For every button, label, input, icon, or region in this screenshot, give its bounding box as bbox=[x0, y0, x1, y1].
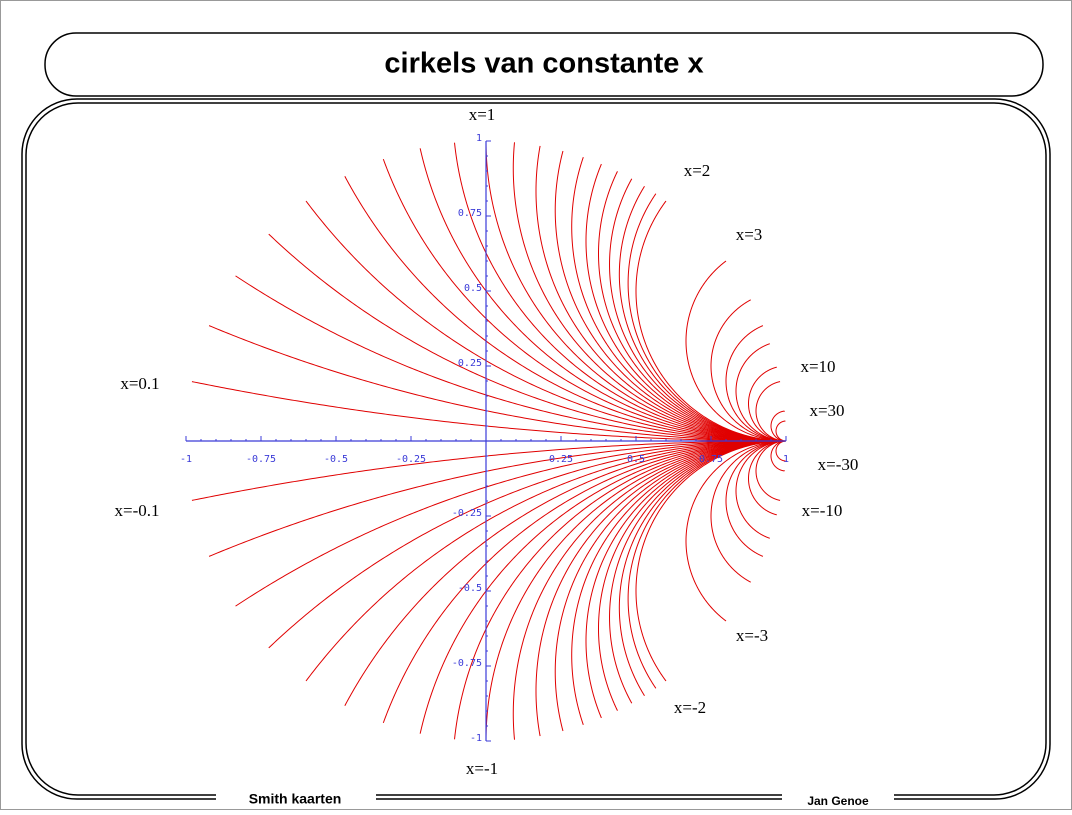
x-arc bbox=[710, 299, 787, 442]
x-arc bbox=[627, 193, 787, 442]
x-arc bbox=[305, 200, 787, 442]
x-arc bbox=[725, 325, 787, 442]
x-tick-label: 0.75 bbox=[699, 454, 723, 465]
x-arc bbox=[382, 440, 787, 724]
x-arc bbox=[627, 440, 787, 689]
x-arc bbox=[747, 366, 787, 442]
x-arc bbox=[618, 186, 787, 442]
footer-left: Smith kaarten bbox=[249, 791, 342, 807]
x-arc bbox=[585, 440, 787, 719]
x-tick-label: -1 bbox=[180, 454, 192, 465]
y-tick-label: 0.75 bbox=[458, 208, 482, 219]
arc-label: x=-30 bbox=[818, 455, 859, 474]
arc-label: x=10 bbox=[800, 357, 835, 376]
footer-right: Jan Genoe bbox=[807, 794, 869, 808]
x-arc bbox=[609, 440, 787, 704]
frame-outer bbox=[21, 98, 1051, 800]
x-arc bbox=[419, 148, 787, 442]
x-tick-label: 1 bbox=[783, 454, 789, 465]
x-arc bbox=[685, 260, 787, 442]
x-arc bbox=[735, 343, 787, 442]
arc-label: x=0.1 bbox=[120, 374, 159, 393]
slide-title: cirkels van constante x bbox=[384, 48, 703, 80]
y-tick-label: 1 bbox=[476, 133, 482, 144]
footer-bg bbox=[216, 790, 376, 808]
x-arc bbox=[775, 440, 787, 462]
arc-label: x=30 bbox=[809, 401, 844, 420]
x-tick-label: 0.25 bbox=[549, 454, 573, 465]
x-arc bbox=[268, 233, 787, 442]
arc-label: x=-1 bbox=[466, 759, 498, 778]
arc-label: x=-10 bbox=[802, 501, 843, 520]
arc-label: x=-2 bbox=[674, 698, 706, 717]
x-arc bbox=[775, 420, 787, 442]
x-arc bbox=[554, 440, 787, 732]
x-arc bbox=[535, 145, 787, 442]
x-arc bbox=[755, 440, 787, 501]
y-tick-label: 0.25 bbox=[458, 358, 482, 369]
x-tick-label: -0.75 bbox=[246, 454, 276, 465]
x-arc bbox=[512, 440, 787, 740]
x-arc bbox=[685, 440, 787, 622]
x-arc bbox=[770, 440, 787, 472]
x-arc bbox=[535, 440, 787, 737]
x-arc bbox=[512, 142, 787, 442]
x-arc bbox=[485, 440, 787, 741]
x-tick-label: 0.5 bbox=[627, 454, 645, 465]
footer-bg bbox=[782, 790, 894, 808]
x-arc bbox=[208, 440, 786, 557]
x-arc bbox=[268, 440, 787, 649]
x-arc bbox=[305, 440, 787, 682]
x-arc bbox=[235, 440, 786, 607]
title-box bbox=[44, 32, 1044, 97]
x-arc bbox=[485, 141, 787, 442]
arc-label: x=3 bbox=[736, 225, 763, 244]
x-arc bbox=[382, 158, 787, 442]
y-tick-label: 0.5 bbox=[464, 283, 482, 294]
x-arc bbox=[618, 440, 787, 696]
x-arc bbox=[597, 171, 787, 442]
x-arc bbox=[597, 440, 787, 711]
x-arc bbox=[571, 157, 787, 442]
arc-label: x=-0.1 bbox=[115, 501, 160, 520]
frame-inner bbox=[25, 102, 1047, 796]
x-arc bbox=[235, 275, 786, 442]
x-arc bbox=[755, 381, 787, 442]
x-arc bbox=[585, 163, 787, 442]
x-arc bbox=[419, 440, 787, 734]
x-arc bbox=[454, 142, 787, 442]
x-arc bbox=[725, 440, 787, 557]
x-arc bbox=[770, 410, 787, 442]
x-arc bbox=[344, 176, 787, 442]
y-tick-label: -0.25 bbox=[452, 508, 482, 519]
x-arc bbox=[609, 178, 787, 442]
x-arc bbox=[454, 440, 787, 740]
x-arc bbox=[710, 440, 787, 583]
arc-label: x=2 bbox=[684, 161, 711, 180]
x-arc bbox=[735, 440, 787, 539]
x-arc bbox=[208, 325, 786, 442]
y-tick-label: -0.5 bbox=[458, 583, 482, 594]
y-tick-label: -1 bbox=[470, 733, 482, 744]
x-arc bbox=[747, 440, 787, 516]
x-arc bbox=[635, 200, 787, 442]
plot: -1 -0.75 -0.5 -0.25 0.25 0.5 0.75 1 -1 -0.75 -0.5 -… bbox=[115, 105, 859, 778]
x-arc bbox=[571, 440, 787, 725]
x-tick-label: -0.5 bbox=[324, 454, 348, 465]
x-arc bbox=[554, 150, 787, 442]
arc-label: x=1 bbox=[469, 105, 496, 124]
x-arc bbox=[635, 440, 787, 682]
y-tick-label: -0.75 bbox=[452, 658, 482, 669]
x-tick-label: -0.25 bbox=[396, 454, 426, 465]
x-arc bbox=[344, 440, 787, 706]
arc-label: x=-3 bbox=[736, 626, 768, 645]
